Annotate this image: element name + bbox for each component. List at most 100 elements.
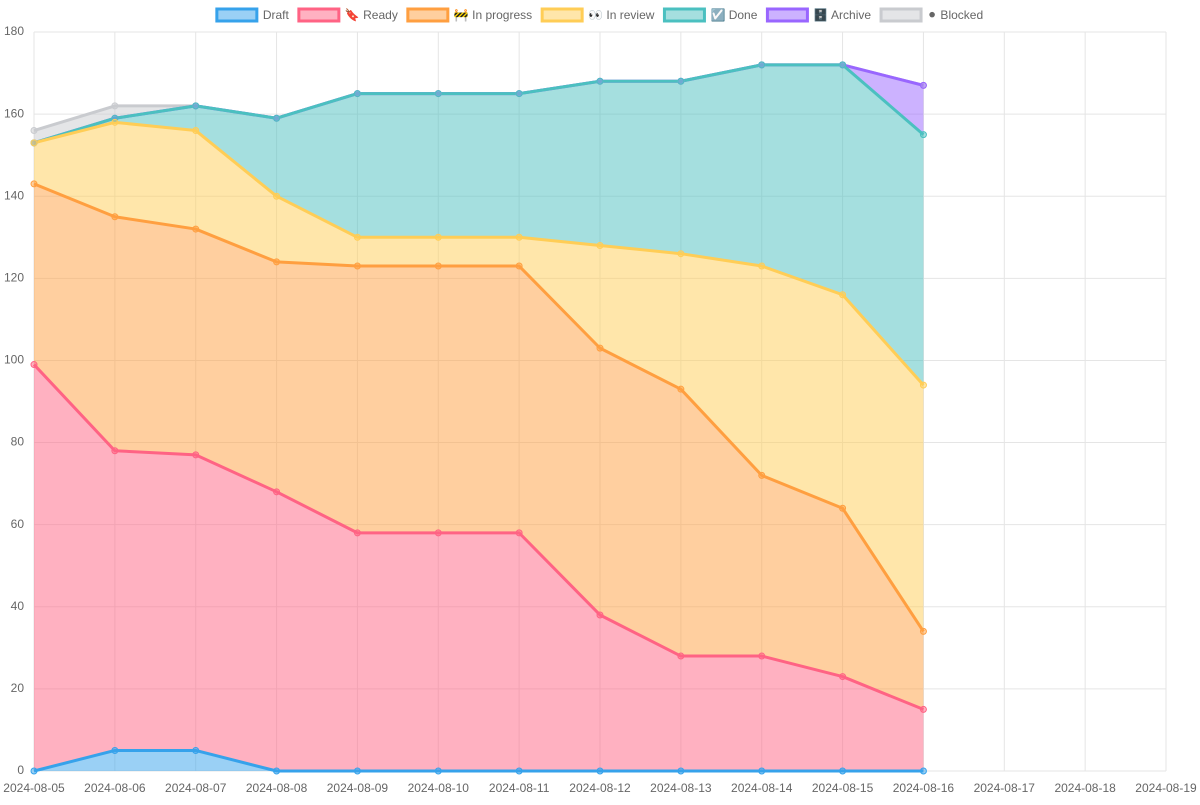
area [34,183,924,710]
point [30,767,38,775]
point [677,77,685,85]
legend-label: 🗄️ Archive [813,8,871,22]
x-tick-label: 2024-08-19 [1135,781,1197,795]
series-line [33,182,925,633]
point [434,767,442,775]
point [515,90,523,98]
legend: Draft 🔖 Ready 🚧 In progress 👀 In review ☑️ D… [215,7,983,23]
point [919,381,927,389]
point [919,767,927,775]
point [353,529,361,537]
series-line [32,363,924,711]
legend-label: ⚫ Blocked [927,8,983,22]
point [434,262,442,270]
point [596,767,604,775]
point [839,673,847,681]
point [273,114,281,122]
x-tick-label: 2024-08-09 [327,781,389,795]
legend-label: 🚧 In progress [454,8,532,22]
x-tick-label: 2024-08-05 [3,781,65,795]
point [758,652,766,660]
point [111,102,119,110]
point [273,767,281,775]
point [515,767,523,775]
point [839,767,847,775]
point [677,250,685,258]
area [34,64,924,386]
point [273,488,281,496]
y-tick-label: 140 [4,188,24,202]
point [596,611,604,619]
point [353,233,361,241]
legend-item: 👀 In review [540,7,655,23]
legend-label: Draft [263,8,290,22]
point [434,90,442,98]
point [192,746,200,754]
legend-label: ☑️ Done [710,8,757,22]
point [515,262,523,270]
point [758,61,766,69]
legend-swatch [406,7,450,23]
point [596,77,604,85]
x-tick-label: 2024-08-15 [812,781,874,795]
y-tick-label: 160 [4,106,24,120]
point [839,61,847,69]
area [34,364,924,771]
point [192,102,200,110]
series-line [33,63,925,145]
point [434,233,442,241]
point [30,127,38,135]
series-line [33,748,924,773]
y-tick-label: 120 [4,271,24,285]
point [677,385,685,393]
area [34,122,924,632]
y-tick-label: 80 [11,435,25,449]
point [758,471,766,479]
x-tick-label: 2024-08-18 [1054,781,1116,795]
point [758,262,766,270]
x-tick-label: 2024-08-07 [165,781,227,795]
point [839,504,847,512]
point [434,529,442,537]
legend-label: 👀 In review [588,8,655,22]
legend-item: ☑️ Done [662,7,758,23]
x-tick-label: 2024-08-08 [246,781,308,795]
y-tick-label: 0 [17,763,24,777]
point [515,529,523,537]
legend-item: Draft [215,7,290,23]
point [919,627,927,635]
point [677,652,685,660]
point [919,81,927,89]
series-line [33,120,925,387]
y-tick-label: 60 [11,517,25,531]
point [353,90,361,98]
point [192,127,200,135]
legend-swatch [662,7,706,23]
point [273,192,281,200]
areas [34,64,924,771]
legend-item: 🗄️ Archive [765,7,871,23]
legend-item: ⚫ Blocked [879,7,983,23]
lines [32,63,925,773]
point [353,262,361,270]
x-tick-label: 2024-08-16 [893,781,955,795]
point [111,746,119,754]
y-tick-label: 180 [4,24,24,38]
legend-swatch [765,7,809,23]
y-tick-label: 20 [11,681,25,695]
point [758,767,766,775]
point [30,361,38,369]
point [111,118,119,126]
point [30,180,38,188]
point [30,139,38,147]
legend-label: 🔖 Ready [345,8,398,22]
point [273,258,281,266]
x-tick-label: 2024-08-17 [974,781,1036,795]
x-tick-label: 2024-08-14 [731,781,793,795]
y-tick-label: 100 [4,353,24,367]
point [596,344,604,352]
legend-swatch [297,7,341,23]
point [839,291,847,299]
x-tick-label: 2024-08-12 [569,781,631,795]
